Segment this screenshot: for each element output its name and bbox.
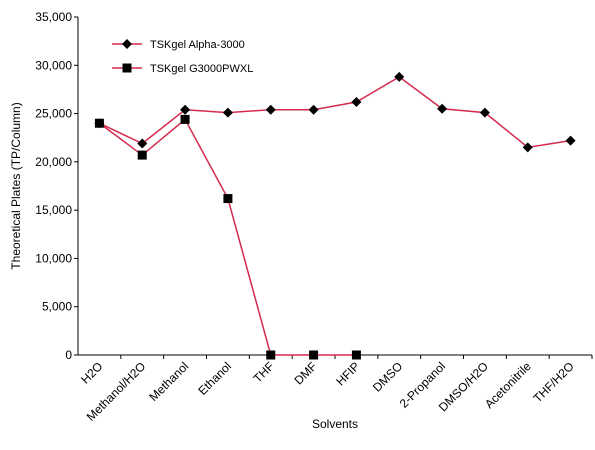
y-tick-label: 5,000 bbox=[42, 300, 72, 314]
x-tick-label: DMF bbox=[291, 359, 319, 387]
x-tick-label: Ethanol bbox=[195, 359, 234, 398]
y-tick-label: 10,000 bbox=[35, 251, 72, 265]
legend-marker bbox=[122, 39, 132, 49]
y-tick-label: 35,000 bbox=[35, 10, 72, 24]
data-point bbox=[222, 107, 233, 118]
data-point bbox=[351, 350, 361, 360]
y-tick-label: 0 bbox=[65, 348, 72, 362]
data-point bbox=[394, 71, 405, 82]
x-tick-label: DMSO bbox=[370, 359, 405, 394]
legend-marker bbox=[122, 63, 132, 73]
x-tick-label: THF bbox=[250, 359, 276, 385]
data-point bbox=[308, 104, 319, 115]
data-point bbox=[94, 118, 104, 128]
data-point bbox=[137, 150, 147, 160]
x-tick-label: THF/H2O bbox=[530, 359, 576, 405]
y-axis-label: Theoretical Plates (TP/Column) bbox=[9, 102, 23, 269]
series-line bbox=[99, 75, 571, 149]
data-point bbox=[437, 103, 448, 114]
data-point bbox=[137, 138, 148, 149]
data-point bbox=[266, 350, 276, 360]
y-tick-label: 15,000 bbox=[35, 203, 72, 217]
data-point bbox=[265, 104, 276, 115]
data-point bbox=[479, 107, 490, 118]
y-tick-label: 20,000 bbox=[35, 155, 72, 169]
legend-label: TSKgel G3000PWXL bbox=[150, 63, 253, 75]
x-tick-label: HFIP bbox=[333, 359, 362, 388]
y-tick-label: 30,000 bbox=[35, 58, 72, 72]
data-point bbox=[565, 135, 576, 146]
x-tick-label: H2O bbox=[78, 359, 105, 386]
y-tick-label: 25,000 bbox=[35, 107, 72, 121]
x-tick-label: Acetonitrile bbox=[482, 359, 534, 411]
data-point bbox=[309, 350, 319, 360]
x-tick-label: Methanol bbox=[146, 359, 191, 404]
data-point bbox=[180, 104, 191, 115]
x-axis-label: Solvents bbox=[312, 417, 358, 431]
data-point bbox=[522, 142, 533, 153]
data-point bbox=[180, 114, 190, 124]
data-point bbox=[351, 96, 362, 107]
data-point bbox=[223, 194, 233, 204]
legend-label: TSKgel Alpha-3000 bbox=[150, 39, 245, 51]
